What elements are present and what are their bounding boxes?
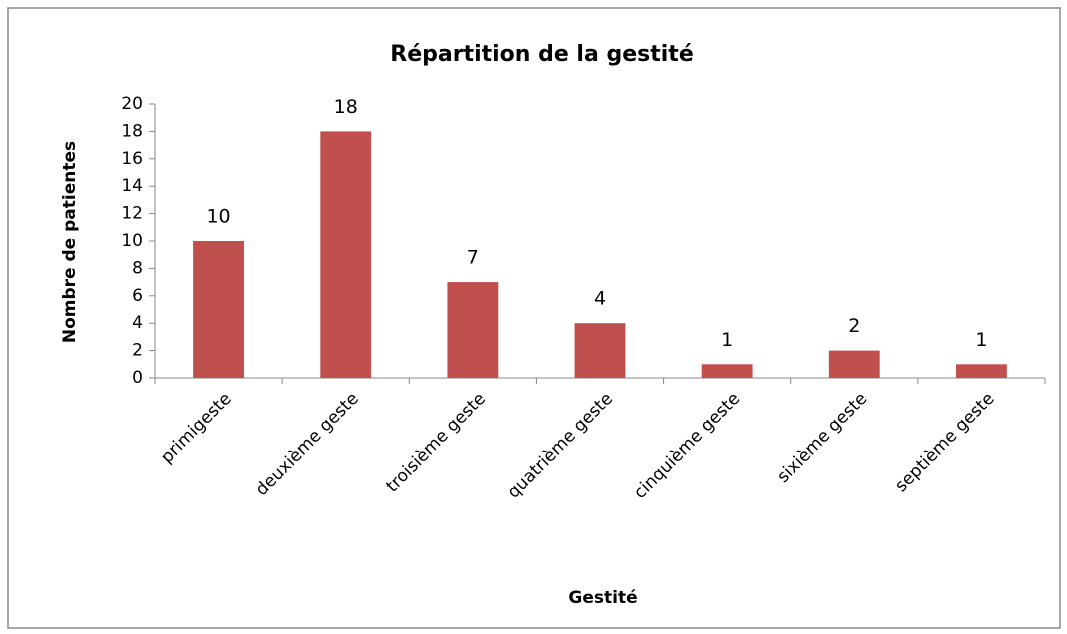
y-tick-label: 20 [121, 94, 143, 114]
y-tick-label: 4 [132, 313, 143, 333]
y-tick-label: 6 [132, 286, 143, 306]
y-tick-label: 12 [121, 204, 143, 224]
chart-title: Répartition de la gestité [390, 42, 694, 67]
bar [193, 241, 244, 378]
bar [574, 323, 626, 378]
data-label: 2 [848, 315, 860, 337]
bar [956, 364, 1007, 378]
y-tick-label: 2 [132, 341, 143, 361]
data-label: 1 [721, 329, 733, 351]
data-label: 1 [975, 329, 987, 351]
y-tick-label: 16 [121, 149, 143, 169]
data-label: 10 [206, 206, 230, 228]
data-label: 7 [467, 247, 479, 269]
y-tick-label: 18 [121, 121, 143, 141]
y-tick-label: 0 [132, 368, 143, 388]
data-label: 18 [334, 96, 358, 118]
y-tick-label: 8 [132, 258, 143, 278]
data-label: 4 [594, 288, 606, 310]
y-tick-label: 10 [121, 231, 143, 251]
bar [828, 350, 880, 378]
y-tick-label: 14 [121, 176, 143, 196]
bar [447, 282, 499, 378]
bar [320, 131, 372, 378]
x-axis-label: Gestité [568, 588, 637, 608]
bar [701, 364, 753, 378]
y-axis-label: Nombre de patientes [60, 141, 80, 343]
chart-border [7, 7, 1061, 629]
